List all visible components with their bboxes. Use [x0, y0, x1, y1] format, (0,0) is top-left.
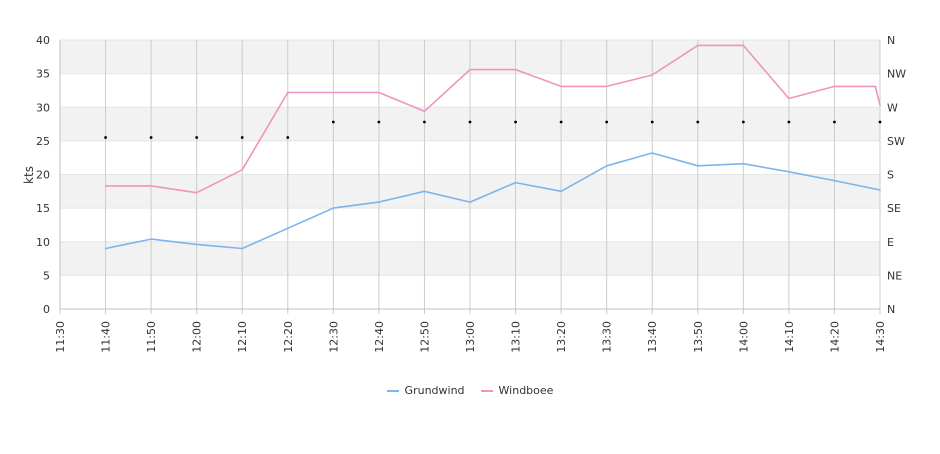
y-axis-ticks: 0 5 10 15 20 25 30 35 40 [36, 34, 50, 316]
x-tick-label: 12:20 [282, 321, 295, 353]
x-tick-label: 12:00 [191, 321, 204, 353]
direction-marker [514, 120, 517, 124]
direction-marker [331, 120, 335, 124]
direction-marker [240, 136, 244, 139]
x-tick-label: 11:50 [145, 321, 158, 353]
direction-marker [878, 120, 882, 124]
x-tick-label: 13:10 [510, 321, 523, 353]
right-axis-ticks: N NE E SE S SW W NW N [887, 34, 906, 316]
direction-marker [104, 136, 107, 139]
right-axis-label: NW [887, 68, 906, 81]
right-axis-label: SE [887, 202, 901, 215]
direction-markers [104, 120, 882, 139]
y-tick-label: 5 [43, 269, 50, 282]
y-tick-label: 40 [36, 34, 50, 47]
right-axis-label: NE [887, 269, 902, 282]
direction-marker [787, 120, 791, 124]
x-tick-label: 13:00 [464, 321, 477, 353]
direction-marker [650, 120, 654, 124]
x-axis-ticks: 11:30 11:40 11:50 12:00 12:10 12:20 12:30 12:40… [54, 321, 887, 353]
x-tick-label: 12:30 [327, 321, 340, 353]
y-tick-label: 15 [36, 202, 50, 215]
right-axis-label: S [887, 169, 894, 182]
x-tick-label: 13:50 [692, 321, 705, 353]
y-tick-label: 35 [36, 68, 50, 81]
x-tick-label: 12:40 [373, 321, 386, 353]
y-tick-label: 20 [36, 169, 50, 182]
y-tick-label: 10 [36, 236, 50, 249]
x-tick-label: 13:30 [601, 321, 614, 353]
direction-marker [286, 136, 290, 139]
direction-marker [559, 120, 563, 124]
series-line-grundwind [104, 152, 881, 250]
direction-marker [605, 120, 609, 124]
right-axis-label: E [887, 236, 894, 249]
y-axis-label: kts [22, 166, 36, 184]
legend-label-grundwind: Grundwind [404, 384, 465, 397]
x-tick-label: 14:30 [874, 321, 887, 353]
y-tick-label: 30 [36, 101, 50, 114]
direction-marker [741, 120, 745, 124]
x-tick-label: 13:40 [646, 321, 659, 353]
x-tick-label: 14:20 [828, 321, 841, 353]
right-axis-label: W [887, 101, 898, 114]
vertical-gridlines [59, 40, 881, 314]
direction-marker [833, 120, 836, 124]
x-tick-label: 11:40 [100, 321, 113, 353]
right-axis-label: N [887, 303, 895, 316]
direction-marker [195, 136, 199, 139]
legend-item-windboee[interactable]: Windboee [480, 384, 554, 397]
x-tick-label: 12:10 [236, 321, 249, 353]
x-tick-label: 14:00 [737, 321, 750, 353]
right-axis-label: SW [887, 135, 905, 148]
direction-marker [468, 120, 472, 124]
direction-marker [377, 120, 381, 124]
series-lines [104, 44, 881, 250]
x-tick-label: 14:10 [783, 321, 796, 353]
y-tick-label: 25 [36, 135, 50, 148]
direction-marker [149, 136, 153, 139]
legend: Grundwind Windboee [0, 384, 940, 397]
x-tick-label: 11:30 [54, 321, 67, 353]
x-tick-label: 13:20 [555, 321, 568, 353]
legend-item-grundwind[interactable]: Grundwind [386, 384, 465, 397]
y-tick-label: 0 [43, 303, 50, 316]
legend-swatch-windboee [480, 389, 493, 392]
series-line-windboee [104, 44, 881, 194]
right-axis-label: N [887, 34, 895, 47]
x-tick-label: 12:50 [418, 321, 431, 353]
legend-label-windboee: Windboee [498, 384, 554, 397]
direction-marker [696, 120, 700, 124]
legend-swatch-grundwind [386, 389, 399, 392]
direction-marker [423, 120, 426, 124]
